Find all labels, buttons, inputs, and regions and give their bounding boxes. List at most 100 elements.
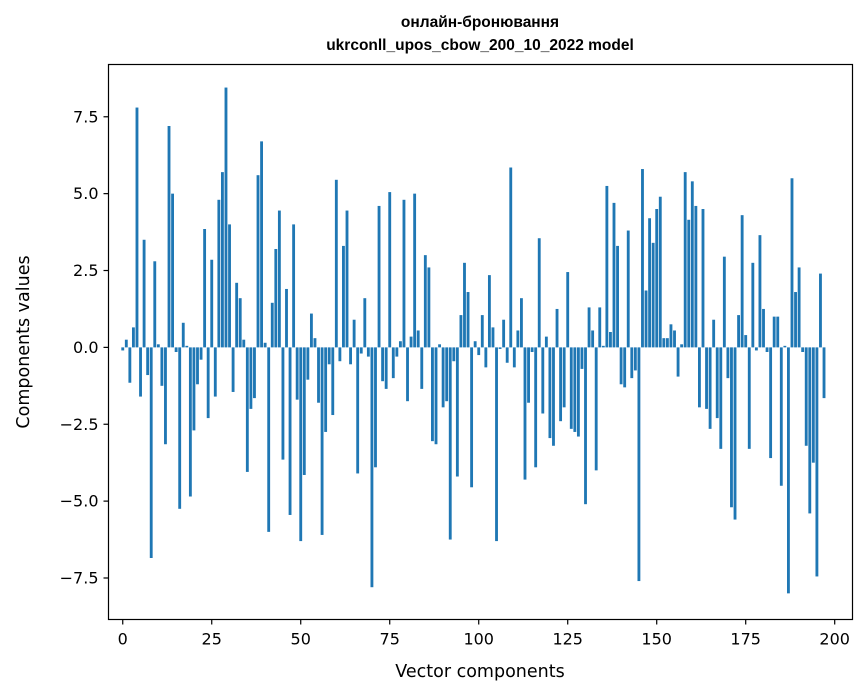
bar xyxy=(302,347,306,475)
bar xyxy=(790,178,794,348)
bar xyxy=(641,169,644,348)
bar xyxy=(253,347,256,399)
bar xyxy=(687,219,691,348)
bar xyxy=(470,347,474,488)
bar xyxy=(402,199,406,348)
bar xyxy=(584,347,587,505)
y-tick-label: 0.0 xyxy=(73,338,98,357)
x-tick-label: 200 xyxy=(819,630,850,649)
bar xyxy=(605,185,609,348)
bar xyxy=(726,347,730,379)
bar xyxy=(181,322,185,348)
bar xyxy=(758,235,762,348)
bar xyxy=(747,347,751,449)
bar xyxy=(445,347,449,402)
bar xyxy=(822,347,826,399)
bar xyxy=(573,347,577,432)
bar xyxy=(541,347,545,414)
bar xyxy=(231,347,235,392)
bar xyxy=(167,126,171,348)
x-tick-label: 0 xyxy=(118,630,128,649)
bar xyxy=(199,347,203,360)
bar xyxy=(281,347,285,460)
x-tick-label: 100 xyxy=(463,630,494,649)
bar xyxy=(527,347,530,403)
bar xyxy=(220,172,224,348)
bar xyxy=(637,347,641,582)
bar xyxy=(256,175,260,348)
y-axis-ticks: −7.5 −5.0 −2.5 0.0 2.5 5.0 7.5 xyxy=(60,107,109,587)
bar xyxy=(591,330,595,348)
x-tick-label: 125 xyxy=(552,630,583,649)
bar xyxy=(164,347,167,445)
bar xyxy=(509,167,513,348)
bar xyxy=(794,292,797,348)
bar xyxy=(644,290,648,348)
bar xyxy=(245,347,249,472)
y-tick-label: 2.5 xyxy=(73,261,98,280)
bar xyxy=(580,347,584,369)
bar xyxy=(694,205,698,348)
bar xyxy=(178,347,182,509)
bar xyxy=(740,215,744,348)
bar xyxy=(516,330,520,348)
bar xyxy=(124,339,128,348)
bar xyxy=(171,193,174,348)
bar xyxy=(633,347,637,371)
y-axis-label: Components values xyxy=(14,255,34,428)
bar xyxy=(648,218,652,348)
bar xyxy=(762,308,765,348)
bar xyxy=(655,209,659,348)
bar xyxy=(370,347,374,588)
bar xyxy=(260,141,263,348)
bar xyxy=(267,347,271,532)
bar xyxy=(135,107,139,348)
bar xyxy=(555,308,559,348)
bar xyxy=(730,347,733,508)
bar xyxy=(658,196,662,348)
bar xyxy=(459,315,463,348)
bar xyxy=(188,347,192,497)
bar xyxy=(477,347,481,356)
x-tick-label: 175 xyxy=(730,630,761,649)
bar xyxy=(406,347,409,402)
bar xyxy=(630,347,634,379)
bar xyxy=(552,347,555,446)
bar xyxy=(776,316,780,348)
bar xyxy=(566,272,570,348)
bar xyxy=(587,307,591,348)
y-tick-label: −2.5 xyxy=(60,415,99,434)
bar xyxy=(609,332,612,348)
x-tick-label: 50 xyxy=(291,630,311,649)
bar xyxy=(665,338,669,348)
y-tick-label: 7.5 xyxy=(73,107,98,126)
bar xyxy=(295,347,299,400)
y-tick-label: 5.0 xyxy=(73,184,98,203)
bar xyxy=(366,347,370,357)
bar xyxy=(249,347,253,409)
bar xyxy=(416,330,420,348)
bar xyxy=(623,347,627,388)
bar xyxy=(149,347,153,558)
x-axis-ticks: 0 25 50 75 100 125 150 175 200 xyxy=(118,619,850,649)
bar xyxy=(196,347,199,385)
bar xyxy=(594,347,598,471)
bar xyxy=(309,313,313,348)
bar xyxy=(395,347,399,357)
bar xyxy=(797,267,801,348)
bar xyxy=(334,179,338,348)
bar xyxy=(495,347,498,542)
bar xyxy=(398,341,402,348)
bar xyxy=(779,347,783,486)
bar xyxy=(715,347,719,419)
bar xyxy=(569,347,573,429)
bar xyxy=(235,282,239,348)
bar xyxy=(601,345,605,348)
bar xyxy=(559,347,563,422)
bar xyxy=(801,347,805,352)
bar xyxy=(722,256,726,348)
bar xyxy=(299,347,303,542)
y-tick-label: −7.5 xyxy=(60,568,99,587)
bar xyxy=(487,275,491,348)
